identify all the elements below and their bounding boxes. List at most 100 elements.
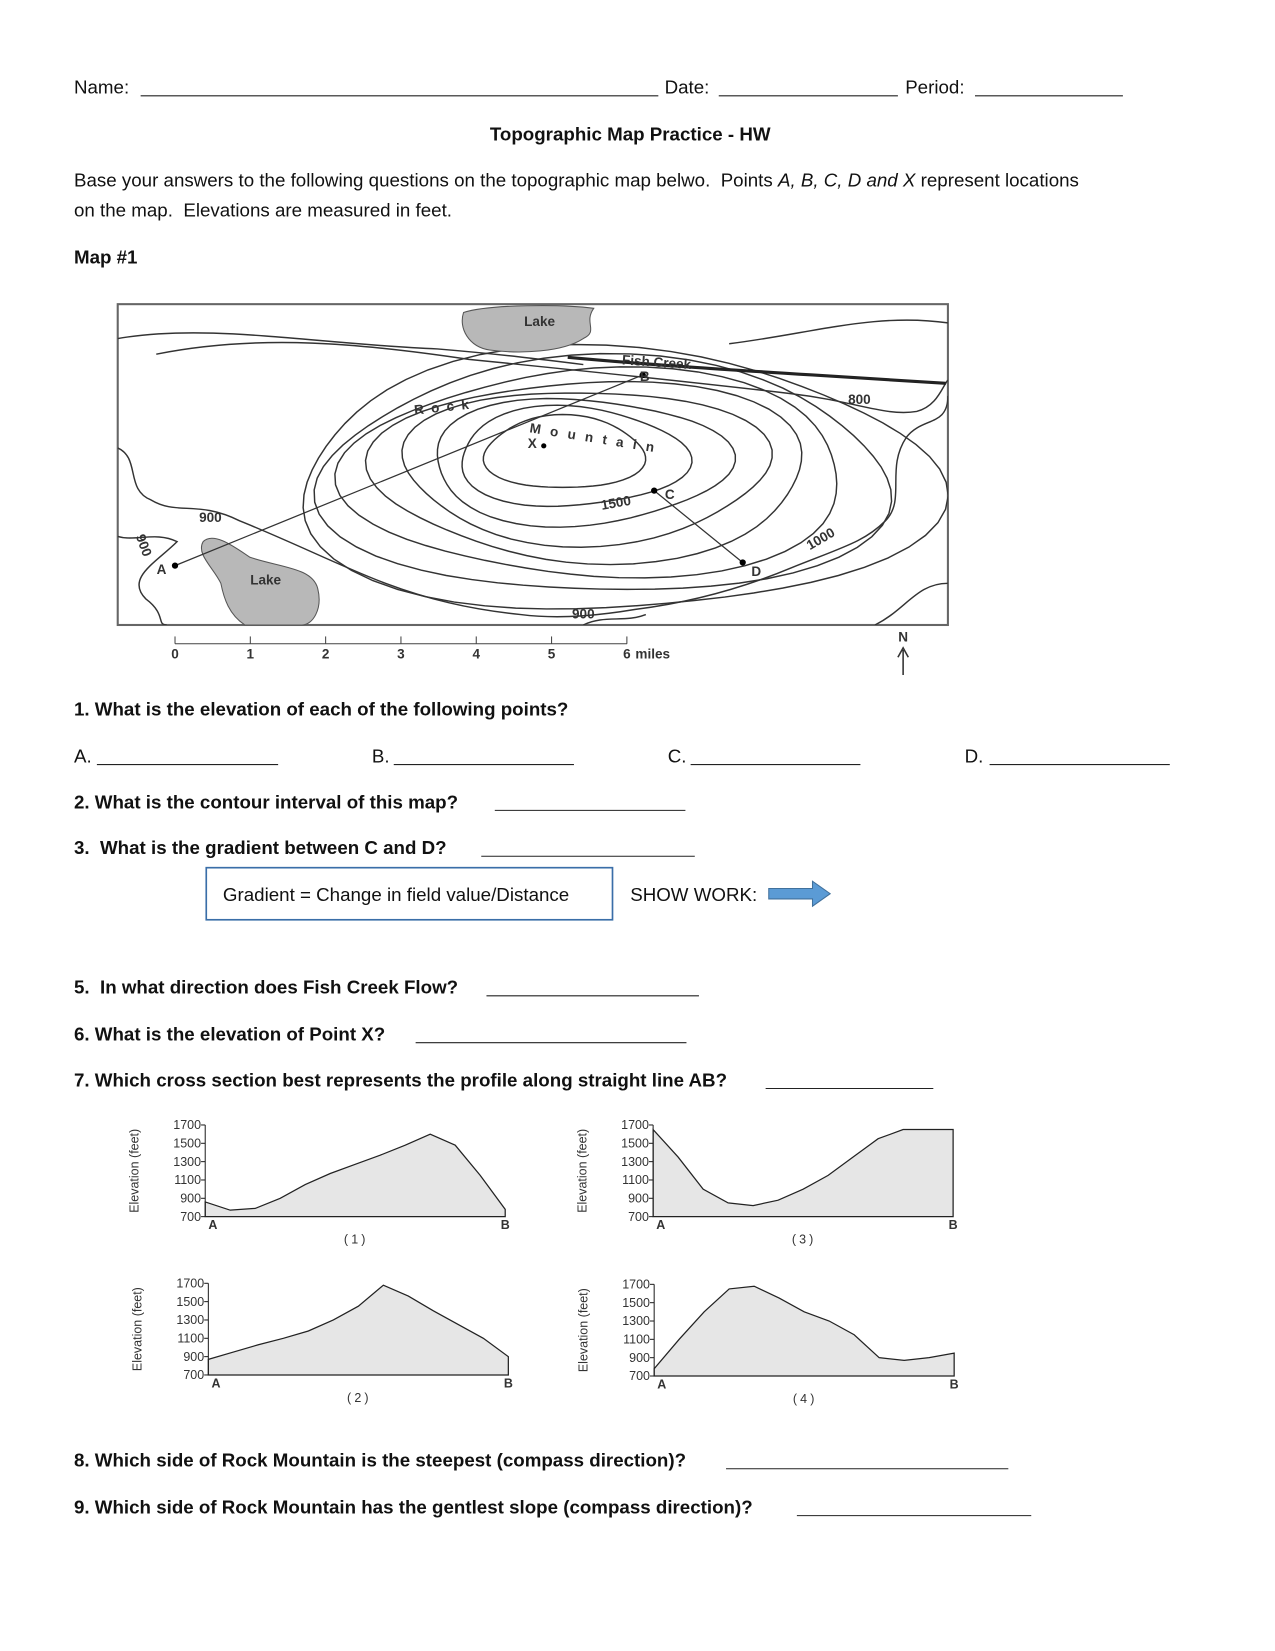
y-tick-label: 700: [629, 1369, 650, 1383]
y-tick-label: 1100: [623, 1333, 650, 1347]
question: 1. What is the elevation of each of the …: [74, 699, 568, 720]
creek-label: Fish Creek: [622, 352, 693, 372]
fish-creek: [567, 355, 946, 385]
end-label: B: [950, 1378, 959, 1392]
profile: 1700 1500 1300 1100 900 700 Elevation (feet) A B…: [577, 1278, 959, 1407]
contour: [334, 366, 838, 579]
contour: [364, 380, 803, 566]
profile-caption: (2): [347, 1391, 372, 1405]
y-axis-label: Elevation (feet): [575, 1129, 589, 1213]
point-label: B: [640, 369, 650, 384]
y-tick-label: 1500: [173, 1136, 201, 1150]
y-tick-label: 700: [180, 1210, 201, 1224]
intro-points: A, B, C, D and X: [777, 169, 917, 190]
contour-label: 900: [199, 510, 222, 525]
profile: 1700 1500 1300 1100 900 700 Elevation (feet) A B…: [575, 1118, 957, 1247]
start-label: A: [657, 1378, 666, 1392]
scale-label: 2: [322, 646, 330, 661]
y-tick-label: 1300: [621, 1155, 649, 1169]
contour: [583, 582, 948, 625]
profile-area: [207, 1284, 509, 1376]
y-tick-label: 1500: [176, 1295, 204, 1309]
question: 6. What is the elevation of Point X?: [74, 1024, 385, 1045]
point: [171, 562, 179, 569]
show-work: SHOW WORK:: [630, 884, 757, 905]
contour: [401, 392, 773, 549]
profile: 1700 1500 1300 1100 900 700 Elevation (feet) A B…: [131, 1276, 513, 1405]
end-label: B: [504, 1376, 513, 1390]
scale-label: 3: [397, 646, 405, 661]
answer-label: A.: [74, 745, 92, 766]
y-tick-label: 1100: [622, 1173, 649, 1187]
arrow: [768, 880, 832, 908]
y-axis-label: Elevation (feet): [577, 1288, 591, 1372]
contour: [117, 535, 179, 625]
start-label: A: [211, 1376, 220, 1390]
scale-label: 1: [247, 646, 255, 661]
y-tick-label: 1300: [622, 1314, 650, 1328]
intro-line: on the map. Elevations are measured in f…: [74, 200, 452, 221]
scale-ticks: 0 1 2 3 4 5 6: [171, 636, 631, 661]
profile-caption: (1): [344, 1233, 369, 1247]
point: [639, 371, 646, 379]
lake-label: Lake: [524, 314, 555, 329]
mountain-name: Rock: [413, 396, 476, 417]
y-tick-label: 700: [183, 1368, 204, 1382]
y-axis-label: Elevation (feet): [128, 1129, 142, 1213]
scale-label: 0: [171, 646, 179, 661]
point-label: X: [528, 436, 537, 451]
point-label: D: [751, 564, 761, 579]
y-tick-label: 900: [629, 1351, 650, 1365]
y-tick-label: 900: [180, 1191, 201, 1205]
y-tick-label: 1500: [621, 1136, 649, 1150]
intro-text: Base your answers to the following quest…: [74, 169, 778, 190]
answer-label: B.: [372, 745, 390, 766]
period-label: Period:: [905, 77, 964, 98]
y-tick-label: 1100: [177, 1331, 204, 1345]
intro-text: represent locations: [915, 169, 1079, 190]
question: 7. Which cross section best represents t…: [74, 1069, 727, 1090]
y-axis-label: Elevation (feet): [131, 1287, 145, 1371]
formula-box: [205, 866, 614, 921]
profile-caption: (3): [792, 1233, 817, 1247]
map-heading: Map #1: [74, 247, 138, 268]
topographic-map: Lake Lake Fish Creek 800 900 900 900 1 00…: [116, 303, 949, 675]
question: 5. In what direction does Fish Creek Flo…: [74, 977, 458, 998]
answer-label: D.: [965, 745, 984, 766]
contour-label: 800: [848, 392, 871, 407]
line-cd: [653, 490, 744, 563]
contour: [156, 341, 948, 414]
lake-label: Lake: [250, 572, 281, 587]
scale-label: 6: [623, 646, 631, 661]
contour: [117, 319, 948, 366]
contours: [117, 319, 948, 625]
line-ab: [174, 374, 643, 567]
y-tick-label: 1500: [622, 1296, 650, 1310]
contour: [436, 397, 737, 528]
north-arrow: [897, 646, 910, 675]
contour-label: 900: [133, 532, 155, 558]
answer-label: C.: [668, 745, 687, 766]
question: 8. Which side of Rock Mountain is the st…: [74, 1450, 686, 1471]
formula: Gradient = Change in field value/Distanc…: [223, 884, 569, 905]
intro-line: Base your answers to the following quest…: [74, 169, 1079, 190]
contour: [461, 404, 693, 508]
y-tick-label: 900: [628, 1191, 649, 1205]
name-label: Name:: [74, 77, 129, 98]
contour: [482, 413, 647, 489]
profile: 1700 1500 1300 1100 900 700 Elevation (feet) A B…: [128, 1118, 510, 1247]
point: [541, 443, 547, 449]
y-tick-label: 1300: [173, 1155, 201, 1169]
contour: [117, 395, 948, 618]
contour-label: 1500: [600, 493, 632, 513]
contour: [313, 352, 893, 591]
point-label: C: [665, 487, 675, 502]
y-tick-label: 1700: [621, 1118, 649, 1132]
end-label: B: [949, 1218, 958, 1232]
profile-area: [652, 1127, 954, 1218]
y-tick-label: 1300: [176, 1313, 204, 1327]
y-tick-label: 700: [628, 1210, 649, 1224]
lake: [461, 305, 595, 353]
question: 9. Which side of Rock Mountain has the g…: [74, 1497, 753, 1518]
